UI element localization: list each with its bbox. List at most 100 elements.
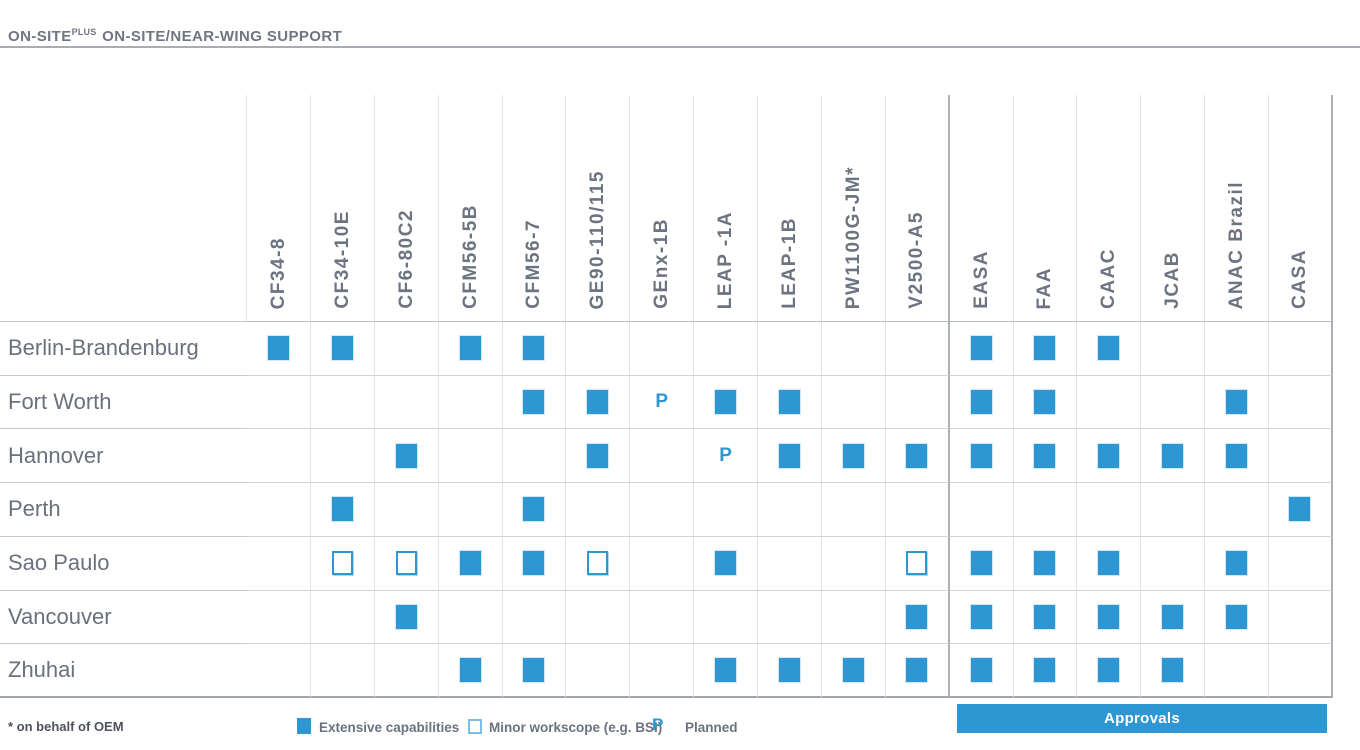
cell-zhuhai-caac: [1077, 644, 1142, 698]
title-superscript: PLUS: [71, 27, 97, 37]
cell-fort-worth-caac: [1077, 375, 1142, 430]
cell-hannover-v2500-a5: [885, 429, 950, 484]
cell-sao-paulo-anac-brazil: [1205, 536, 1269, 591]
cell-hannover-easa: [949, 429, 1014, 484]
cell-fort-worth-cf6-80c2: [374, 375, 439, 430]
extensive-capability-marker: [1226, 551, 1248, 576]
cell-berlin-brandenburg-cf34-8: [247, 322, 311, 376]
cell-fort-worth-leap-1b: [758, 375, 822, 430]
cell-zhuhai-casa: [1269, 644, 1333, 698]
cell-zhuhai-easa: [949, 644, 1014, 698]
cell-sao-paulo-jcab: [1141, 536, 1206, 591]
title-rest: ON-SITE/NEAR-WING SUPPORT: [102, 28, 343, 45]
cell-berlin-brandenburg-easa: [949, 322, 1014, 376]
column-header-faa: FAA: [1013, 95, 1078, 322]
cell-hannover-pw1100g-jm: [821, 429, 886, 484]
column-header-label-cf34-10e: CF34-10E: [331, 210, 353, 309]
cell-fort-worth-jcab: [1141, 375, 1206, 430]
cell-sao-paulo-leap-1b: [758, 536, 822, 591]
extensive-capability-marker: [523, 551, 545, 576]
extensive-capability-marker: [459, 336, 481, 361]
column-header-jcab: JCAB: [1141, 95, 1206, 322]
cell-perth-faa: [1013, 483, 1078, 537]
column-header-label-pw1100g-jm: PW1100G-JM*: [842, 165, 864, 309]
cell-sao-paulo-cfm56-7: [502, 536, 567, 591]
cell-hannover-cf34-10e: [310, 429, 375, 484]
extensive-capability-marker: [715, 658, 737, 683]
cell-berlin-brandenburg-leap-1a: [694, 322, 758, 376]
cell-hannover-casa: [1269, 429, 1333, 484]
minor-workscope-marker: [331, 551, 353, 576]
cell-hannover-leap-1a: P: [694, 429, 758, 484]
cell-vancouver-ge90-110-115: [566, 590, 631, 645]
cell-vancouver-v2500-a5: [885, 590, 950, 645]
cell-zhuhai-cf34-10e: [310, 644, 375, 698]
column-header-anac-brazil: ANAC Brazil: [1205, 95, 1269, 322]
extensive-capability-marker: [267, 336, 289, 361]
extensive-capability-marker: [395, 604, 417, 629]
row-label-zhuhai: Zhuhai: [0, 644, 247, 698]
extensive-capability-marker: [1034, 658, 1056, 683]
cell-perth-cfm56-5b: [438, 483, 503, 537]
extensive-capability-marker: [970, 604, 992, 629]
cell-perth-genx-1b: [630, 483, 695, 537]
cell-perth-caac: [1077, 483, 1142, 537]
cell-vancouver-leap-1a: [694, 590, 758, 645]
extensive-capability-marker: [1289, 497, 1311, 522]
column-header-label-cfm56-5b: CFM56-5B: [459, 204, 481, 309]
cell-perth-leap-1a: [694, 483, 758, 537]
cell-zhuhai-genx-1b: [630, 644, 695, 698]
cell-zhuhai-v2500-a5: [885, 644, 950, 698]
extensive-capability-marker: [1098, 658, 1120, 683]
column-header-label-jcab: JCAB: [1162, 251, 1184, 309]
cell-perth-leap-1b: [758, 483, 822, 537]
cell-hannover-ge90-110-115: [566, 429, 631, 484]
cell-sao-paulo-cf34-8: [247, 536, 311, 591]
cell-perth-cf6-80c2: [374, 483, 439, 537]
row-label-hannover: Hannover: [0, 429, 247, 484]
minor-workscope-marker: [395, 551, 417, 576]
matrix-corner: [0, 95, 247, 322]
extensive-capability-marker: [778, 390, 800, 415]
extensive-capability-marker: [523, 336, 545, 361]
cell-berlin-brandenburg-cf6-80c2: [374, 322, 439, 376]
column-header-label-genx-1b: GEnx-1B: [651, 218, 673, 309]
cell-berlin-brandenburg-ge90-110-115: [566, 322, 631, 376]
extensive-capability-marker: [1034, 443, 1056, 468]
row-label-fort-worth: Fort Worth: [0, 376, 247, 430]
column-header-label-faa: FAA: [1034, 266, 1056, 310]
cell-zhuhai-leap-1b: [758, 644, 822, 698]
cell-zhuhai-cfm56-7: [502, 644, 567, 698]
cell-berlin-brandenburg-genx-1b: [630, 322, 695, 376]
cell-fort-worth-casa: [1269, 375, 1333, 430]
cell-berlin-brandenburg-cfm56-7: [502, 322, 567, 376]
extensive-capability-marker: [1162, 443, 1184, 468]
extensive-capability-marker: [906, 443, 928, 468]
extensive-capability-marker: [970, 390, 992, 415]
cell-vancouver-cf34-10e: [310, 590, 375, 645]
column-header-cf34-10e: CF34-10E: [310, 95, 375, 322]
cell-vancouver-leap-1b: [758, 590, 822, 645]
extensive-capability-marker: [1034, 390, 1056, 415]
column-header-leap-1b: LEAP-1B: [758, 95, 822, 322]
row-label-berlin-brandenburg: Berlin-Brandenburg: [0, 322, 247, 376]
cell-perth-anac-brazil: [1205, 483, 1269, 537]
cell-fort-worth-ge90-110-115: [566, 375, 631, 430]
cell-hannover-anac-brazil: [1205, 429, 1269, 484]
extensive-capability-marker: [1034, 551, 1056, 576]
cell-zhuhai-faa: [1013, 644, 1078, 698]
extensive-capability-marker: [842, 658, 864, 683]
cell-sao-paulo-cfm56-5b: [438, 536, 503, 591]
column-header-pw1100g-jm: PW1100G-JM*: [821, 95, 886, 322]
cell-sao-paulo-v2500-a5: [885, 536, 950, 591]
cell-vancouver-genx-1b: [630, 590, 695, 645]
extensive-capability-marker: [778, 658, 800, 683]
cell-perth-casa: [1269, 483, 1333, 537]
cell-hannover-cf34-8: [247, 429, 311, 484]
extensive-capabilities-label: Extensive capabilities: [319, 720, 460, 735]
extensive-capability-marker: [1226, 390, 1248, 415]
cell-berlin-brandenburg-leap-1b: [758, 322, 822, 376]
cell-vancouver-caac: [1077, 590, 1142, 645]
cell-vancouver-anac-brazil: [1205, 590, 1269, 645]
cell-perth-ge90-110-115: [566, 483, 631, 537]
